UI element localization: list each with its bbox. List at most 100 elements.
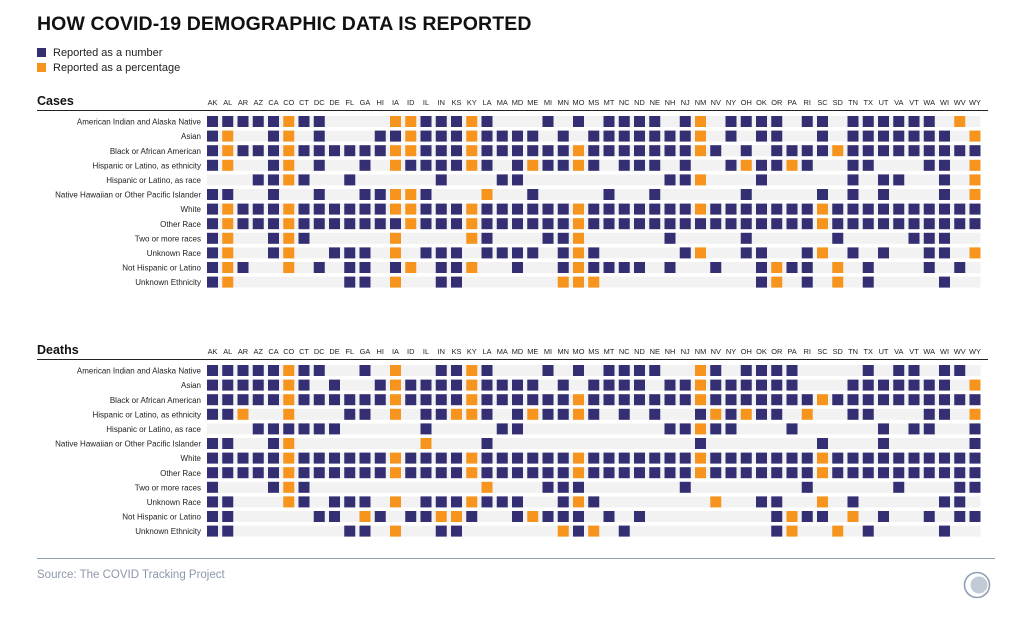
deaths-cell-mo-number: [573, 525, 584, 537]
cases-cell-tx-number: [862, 145, 874, 157]
deaths-cell-ok-number: [756, 408, 767, 420]
cases-cell-mi-number: [542, 232, 554, 244]
deaths-cell-wv-number: [954, 496, 966, 508]
deaths-cell-hi-number: [374, 511, 386, 522]
deaths-cell-in-number: [435, 379, 447, 391]
cases-cell-wa-number: [923, 130, 935, 142]
deaths-col-label-va: VA: [894, 347, 903, 356]
deaths-col-label-md: MD: [512, 347, 524, 356]
cases-col-label-mn: MN: [558, 98, 570, 107]
deaths-cell-ca-number: [268, 481, 279, 493]
deaths-cell-or-number: [771, 511, 783, 522]
cases-cell-ks-number: [451, 247, 462, 259]
cases-cell-ga-number: [359, 159, 371, 171]
deaths-cell-vt-number: [908, 452, 920, 464]
deaths-col-label-mo: MO: [573, 347, 585, 356]
deaths-cell-nm-number: [695, 408, 706, 420]
deaths-cell-ia-percentage: [390, 365, 401, 376]
deaths-cell-in-percentage: [435, 511, 447, 522]
deaths-cell-pa-number: [786, 423, 798, 435]
deaths-cell-ny-number: [725, 394, 737, 406]
deaths-cell-il-number: [420, 394, 432, 406]
cases-cell-ca-number: [268, 203, 279, 215]
deaths-col-label-hi: HI: [377, 347, 384, 356]
deaths-cell-ky-percentage: [466, 467, 478, 479]
cases-cell-sc-percentage: [817, 203, 828, 215]
deaths-cell-ga-number: [359, 394, 371, 406]
cases-cell-ut-number: [878, 116, 889, 127]
cases-col-label-ma: MA: [497, 98, 508, 107]
cases-col-label-fl: FL: [345, 98, 354, 107]
deaths-cell-wa-number: [923, 423, 935, 435]
deaths-cell-ks-number: [451, 496, 462, 508]
cases-cell-ok-number: [756, 159, 767, 171]
cases-cell-ok-number: [756, 262, 767, 273]
cases-cell-va-number: [893, 116, 905, 127]
deaths-cell-la-number: [481, 379, 493, 391]
deaths-cell-wv-number: [954, 481, 966, 493]
deaths-cell-or-number: [771, 525, 783, 537]
deaths-cell-ca-number: [268, 423, 279, 435]
deaths-cell-ma-number: [496, 452, 508, 464]
cases-cell-id-number: [405, 159, 417, 171]
deaths-cell-mo-percentage: [573, 394, 584, 406]
deaths-cell-wy-number: [969, 438, 981, 449]
cases-cell-in-number: [435, 145, 447, 157]
cases-cell-ms-number: [588, 130, 600, 142]
deaths-col-label-dc: DC: [314, 347, 325, 356]
cases-cell-nj-number: [679, 116, 691, 127]
deaths-section-title: Deaths: [37, 343, 79, 357]
cases-cell-ak-number: [207, 262, 218, 273]
cases-col-label-in: IN: [438, 98, 445, 107]
cases-col-label-me: ME: [527, 98, 538, 107]
cases-cell-sc-percentage: [817, 247, 828, 259]
cases-cell-mt-number: [603, 145, 615, 157]
deaths-cell-vt-number: [908, 365, 920, 376]
cases-cell-mi-number: [542, 203, 554, 215]
cases-row-label: White: [181, 205, 202, 214]
cases-cell-vt-number: [908, 116, 920, 127]
deaths-col-label-ma: MA: [497, 347, 508, 356]
deaths-cell-ms-percentage: [588, 525, 600, 537]
deaths-cell-co-percentage: [283, 467, 295, 479]
cases-cell-ak-number: [207, 218, 218, 230]
deaths-cell-in-number: [435, 394, 447, 406]
deaths-cell-ms-number: [588, 408, 600, 420]
deaths-cell-ri-number: [801, 481, 813, 493]
deaths-cell-nj-number: [679, 379, 691, 391]
deaths-cell-ky-percentage: [466, 379, 478, 391]
deaths-row-label: Not Hispanic or Latino: [122, 513, 201, 522]
cases-cell-nc-number: [618, 262, 630, 273]
deaths-cell-nv-percentage: [710, 408, 722, 420]
cases-cell-ky-percentage: [466, 116, 478, 127]
cases-cell-me-percentage: [527, 159, 539, 171]
cases-cell-nj-number: [679, 130, 691, 142]
cases-cell-sc-number: [817, 116, 828, 127]
cases-cell-nd-number: [634, 218, 645, 230]
deaths-cell-mn-percentage: [557, 525, 569, 537]
deaths-cell-wy-number: [969, 423, 981, 435]
cases-cell-il-number: [420, 130, 432, 142]
cases-cell-pa-number: [786, 218, 798, 230]
cases-cell-ak-number: [207, 276, 218, 288]
deaths-cell-me-percentage: [527, 408, 539, 420]
deaths-cell-de-number: [329, 496, 340, 508]
cases-cell-la-number: [481, 116, 493, 127]
cases-cell-oh-number: [740, 189, 752, 200]
cases-cell-ma-number: [496, 203, 508, 215]
cases-cell-nc-number: [618, 130, 630, 142]
deaths-cell-ia-percentage: [390, 379, 401, 391]
cases-col-label-ak: AK: [208, 98, 218, 107]
deaths-cell-tn-number: [847, 496, 859, 508]
cases-cell-ga-number: [359, 276, 371, 288]
deaths-cell-mn-number: [557, 408, 569, 420]
cases-cell-tx-number: [862, 262, 874, 273]
deaths-col-label-pa: PA: [787, 347, 796, 356]
deaths-cell-al-number: [222, 438, 234, 449]
cases-cell-fl-number: [344, 145, 356, 157]
cases-cell-mt-number: [603, 203, 615, 215]
deaths-cell-tx-number: [862, 379, 874, 391]
deaths-cell-ne-number: [649, 452, 661, 464]
cases-row-label: Other Race: [160, 220, 201, 229]
deaths-cell-ak-number: [207, 525, 218, 537]
